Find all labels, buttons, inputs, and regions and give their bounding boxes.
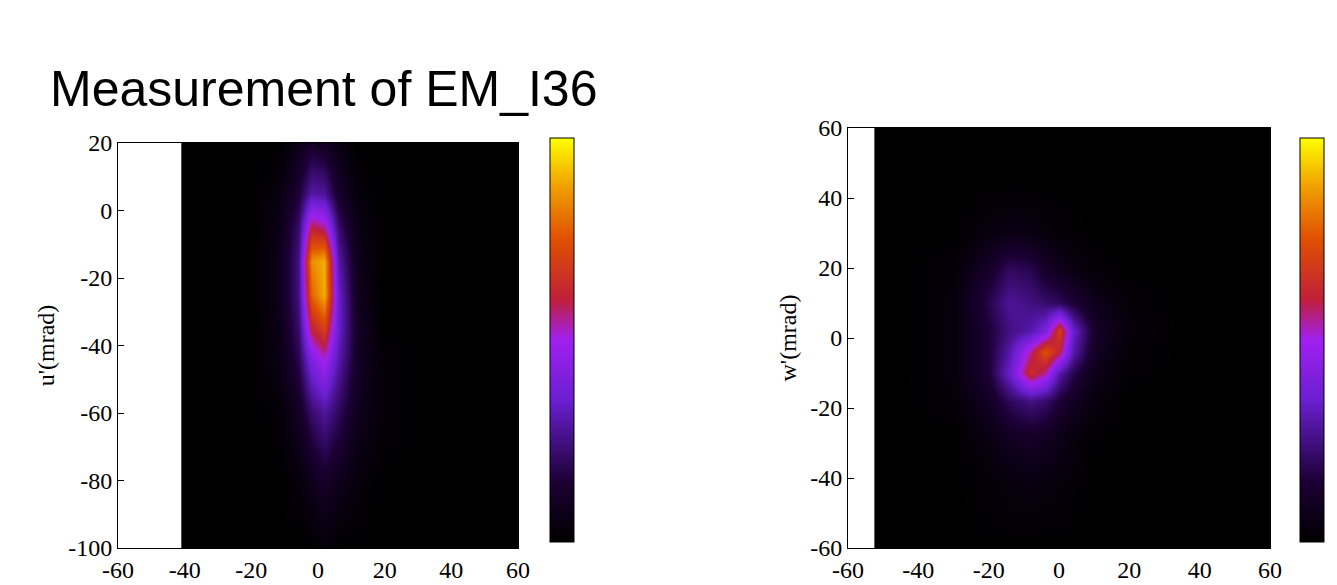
svg-text:-40: -40 <box>169 557 201 583</box>
svg-text:60: 60 <box>818 115 842 141</box>
svg-text:0: 0 <box>312 557 324 583</box>
svg-text:0: 0 <box>830 325 842 351</box>
svg-text:Measurement of EM_I36: Measurement of EM_I36 <box>50 61 598 117</box>
svg-text:20: 20 <box>818 255 842 281</box>
svg-text:-20: -20 <box>235 557 267 583</box>
svg-text:60: 60 <box>1258 557 1282 583</box>
svg-text:-20: -20 <box>80 265 112 291</box>
svg-text:60: 60 <box>506 557 530 583</box>
svg-text:u'(mrad): u'(mrad) <box>33 305 59 387</box>
svg-text:-60: -60 <box>102 557 134 583</box>
svg-text:20: 20 <box>373 557 397 583</box>
svg-text:-100: -100 <box>68 535 112 561</box>
svg-text:40: 40 <box>439 557 463 583</box>
svg-text:0: 0 <box>100 198 112 224</box>
svg-text:-20: -20 <box>810 395 842 421</box>
svg-text:40: 40 <box>1188 557 1212 583</box>
svg-text:-60: -60 <box>810 535 842 561</box>
svg-text:-40: -40 <box>902 557 934 583</box>
svg-text:20: 20 <box>1117 557 1141 583</box>
svg-text:-60: -60 <box>832 557 864 583</box>
svg-text:-40: -40 <box>810 465 842 491</box>
svg-text:-20: -20 <box>973 557 1005 583</box>
svg-text:-40: -40 <box>80 333 112 359</box>
svg-text:w'(mrad): w'(mrad) <box>775 295 801 382</box>
svg-text:-80: -80 <box>80 468 112 494</box>
svg-text:-60: -60 <box>80 400 112 426</box>
svg-text:0: 0 <box>1053 557 1065 583</box>
svg-text:20: 20 <box>88 130 112 156</box>
svg-text:40: 40 <box>818 185 842 211</box>
